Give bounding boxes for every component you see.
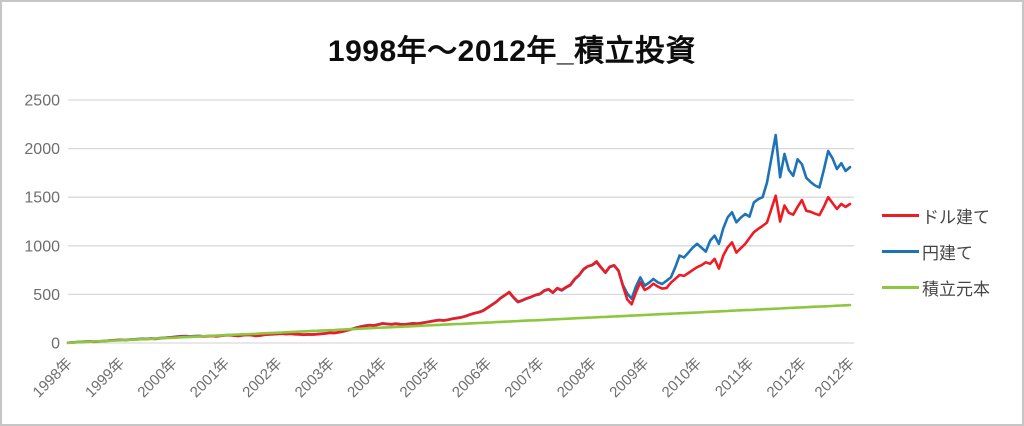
x-tick-label-12: 2010年	[659, 355, 705, 401]
x-tick-label-3: 2001年	[187, 355, 233, 401]
x-tick-label-6: 2004年	[344, 355, 390, 401]
y-tick-label-2500: 2500	[24, 93, 60, 110]
legend-line-sample-principal	[882, 285, 919, 290]
x-tick-label-7: 2005年	[397, 355, 443, 401]
x-tick-label-9: 2007年	[501, 355, 547, 401]
x-tick-label-10: 2008年	[554, 355, 600, 401]
x-tick-label-5: 2003年	[292, 355, 338, 401]
x-tick-label-11: 2009年	[606, 355, 652, 401]
legend-item-dollar: ドル建て	[882, 205, 990, 227]
x-tick-label-13: 2011年	[712, 355, 757, 400]
x-tick-label-8: 2006年	[449, 355, 495, 401]
x-tick-label-15: 2012年	[812, 355, 858, 401]
legend-label-dollar: ドル建て	[922, 208, 990, 227]
y-tick-label-1000: 1000	[24, 238, 60, 255]
legend-label-principal: 積立元本	[922, 280, 990, 299]
x-tick-label-2: 2000年	[134, 355, 180, 401]
y-tick-label-2000: 2000	[24, 141, 60, 158]
legend-item-principal: 積立元本	[882, 277, 990, 299]
x-tick-label-14: 2012年	[764, 355, 810, 401]
series-line-dollar	[66, 194, 852, 345]
legend: ドル建て 円建て 積立元本	[882, 205, 990, 299]
legend-item-yen: 円建て	[882, 241, 990, 263]
x-tick-label-4: 2002年	[239, 355, 285, 401]
y-tick-label-0: 0	[51, 336, 60, 353]
x-tick-label-0: 1998年	[30, 355, 76, 401]
legend-line-sample-dollar	[882, 213, 919, 218]
y-tick-label-1500: 1500	[24, 190, 60, 207]
y-tick-label-500: 500	[33, 287, 60, 304]
chart-title: 1998年～2012年_積立投資	[327, 35, 697, 68]
legend-label-yen: 円建て	[922, 244, 973, 263]
legend-line-sample-yen	[882, 249, 919, 254]
series-line-principal	[66, 303, 852, 345]
x-tick-label-1: 1999年	[82, 355, 128, 401]
